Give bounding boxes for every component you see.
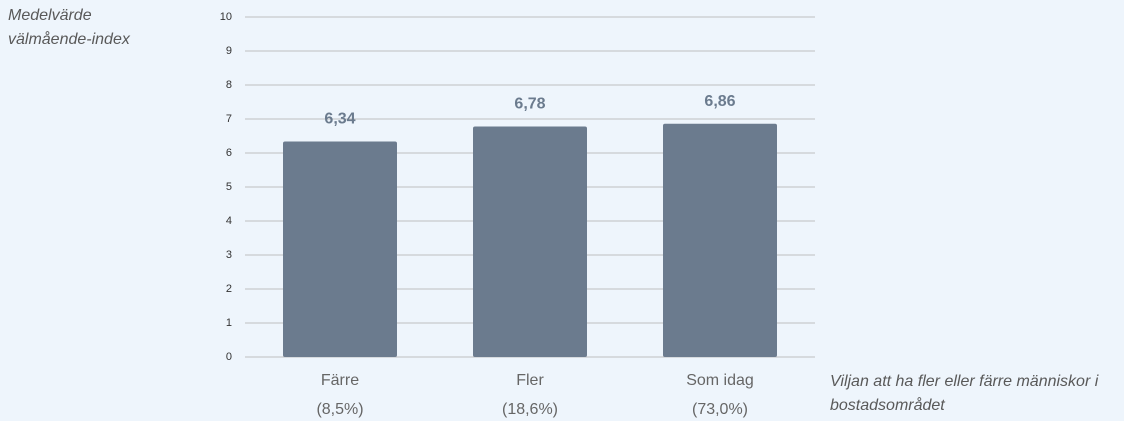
x-axis-label: Viljan att ha fler eller färre människor…	[830, 373, 1099, 414]
value-label: 6,78	[514, 96, 545, 113]
x-tick-label: (18,6%)	[502, 401, 558, 418]
bar	[663, 123, 777, 357]
x-tick-label: Som idag	[686, 372, 754, 389]
y-tick-label: 2	[226, 283, 232, 295]
y-tick-label: 8	[226, 79, 232, 91]
x-tick-label: (73,0%)	[692, 401, 748, 418]
value-label: 6,34	[324, 111, 355, 128]
y-tick-label: 3	[226, 249, 232, 261]
bar	[283, 141, 397, 357]
x-tick-label: Färre	[321, 372, 359, 389]
x-tick-label: (8,5%)	[316, 401, 363, 418]
y-tick-label: 9	[226, 45, 232, 57]
y-axis-label: Medelvärde välmående-index	[8, 7, 130, 48]
y-tick-label: 6	[226, 147, 232, 159]
y-tick-label: 10	[220, 11, 232, 23]
x-tick-label: Fler	[516, 372, 544, 389]
y-tick-label: 7	[226, 113, 232, 125]
value-label: 6,86	[704, 93, 735, 110]
bar	[473, 126, 587, 357]
y-tick-label: 4	[226, 215, 232, 227]
y-tick-label: 0	[226, 351, 232, 363]
y-tick-label: 1	[226, 317, 232, 329]
y-tick-label: 5	[226, 181, 232, 193]
